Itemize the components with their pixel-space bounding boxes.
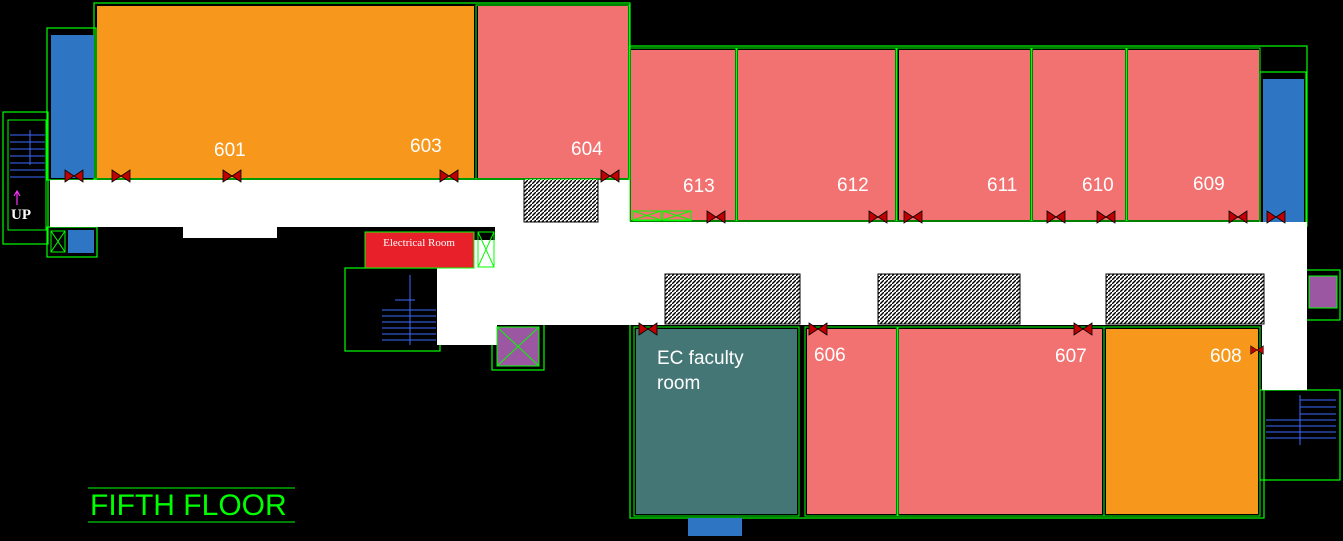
room-613[interactable]	[631, 50, 735, 220]
room-label-606: 606	[814, 345, 846, 366]
room-611[interactable]	[899, 50, 1030, 220]
shaft-hatch	[523, 178, 1265, 325]
ec-faculty-label-line2: room	[657, 373, 700, 394]
room-610[interactable]	[1033, 50, 1125, 220]
room-label-609: 609	[1193, 174, 1225, 195]
room-label-611: 611	[987, 175, 1017, 196]
room-label-604: 604	[571, 139, 603, 160]
floor-title: FIFTH FLOOR	[90, 489, 287, 522]
room-606[interactable]	[807, 329, 896, 514]
stairs-middle	[382, 275, 436, 345]
room-label-603: 603	[410, 136, 442, 157]
stairs-left	[7, 119, 47, 231]
room-label-601: 601	[214, 140, 246, 161]
room-609[interactable]	[1128, 50, 1259, 220]
lift-shaft-small	[1308, 275, 1338, 309]
stairs-right	[1266, 395, 1336, 445]
ec-faculty-room[interactable]	[636, 329, 797, 514]
blue-rooms	[51, 35, 1304, 536]
room-borders	[475, 4, 1261, 517]
room-label-608: 608	[1210, 346, 1242, 367]
room-label-613: 613	[683, 176, 715, 197]
electrical-room[interactable]	[364, 231, 475, 269]
room-label-607: 607	[1055, 346, 1087, 367]
room-601-603[interactable]	[97, 6, 474, 178]
room-label-612: 612	[837, 175, 869, 196]
up-label: UP	[11, 207, 31, 223]
duct-boxes	[50, 210, 692, 268]
room-label-610: 610	[1082, 175, 1114, 196]
ec-faculty-label-line1: EC faculty	[657, 348, 744, 369]
room-607[interactable]	[899, 329, 1102, 514]
lift-shaft	[496, 326, 540, 367]
room-612[interactable]	[738, 50, 895, 220]
room-604[interactable]	[478, 6, 628, 178]
room-608[interactable]	[1106, 329, 1258, 514]
up-arrowhead-icon	[13, 189, 21, 197]
electrical-room-label: Electrical Room	[383, 237, 455, 249]
